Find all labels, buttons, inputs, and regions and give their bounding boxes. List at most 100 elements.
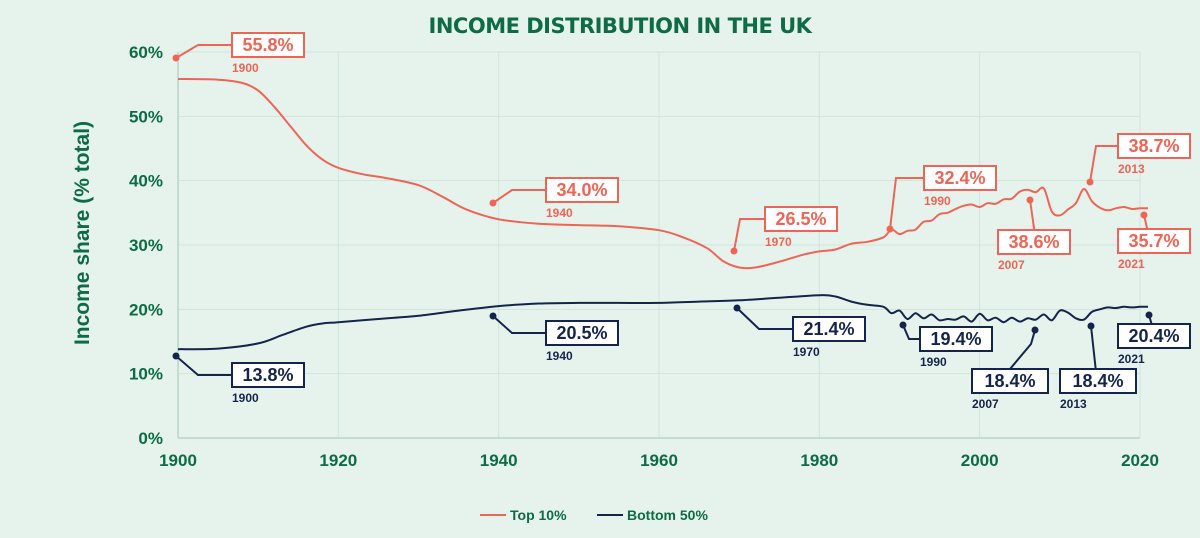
annotation-value: 18.4%	[1072, 371, 1123, 391]
annotation-year: 1970	[793, 345, 820, 359]
y-tick-label: 40%	[129, 172, 163, 191]
grid	[177, 51, 1141, 439]
annotation-dot	[1087, 322, 1095, 330]
annotation-connector	[733, 218, 765, 252]
annotation-box	[792, 316, 866, 342]
annotation-dot	[172, 54, 180, 62]
annotation-year: 1900	[232, 61, 259, 75]
x-tick-label: 1960	[640, 451, 678, 470]
y-tick-label: 0%	[138, 429, 163, 448]
annotation-year: 1940	[546, 206, 573, 220]
annotation-year: 1900	[232, 391, 259, 405]
y-axis-ticks: 0% 10% 20% 30% 40% 50% 60%	[129, 43, 163, 448]
x-tick-label: 1920	[319, 451, 357, 470]
annotation-value: 34.0%	[556, 180, 607, 200]
annotation-connector	[736, 307, 793, 330]
annotation-dot	[489, 199, 497, 207]
x-tick-label: 2020	[1121, 451, 1159, 470]
annotation-box	[231, 32, 305, 58]
annotation-dot	[1031, 326, 1039, 334]
annotation-connector	[175, 355, 232, 376]
annotation-dot	[730, 247, 738, 255]
annotation-box	[919, 326, 993, 352]
annotation-value: 20.4%	[1128, 326, 1179, 346]
annotation-bottom-50-1990: 19.4% 1990	[899, 321, 993, 369]
annotation-connector	[492, 315, 546, 334]
annotation-year: 2013	[1060, 397, 1087, 411]
legend-item-bottom-50: Bottom 50%	[597, 507, 708, 523]
annotation-dot	[886, 225, 894, 233]
annotation-box	[923, 165, 997, 191]
annotation-top-10-1940: 34.0% 1940	[489, 177, 619, 220]
legend: Top 10% Bottom 50%	[480, 507, 708, 523]
annotation-bottom-50-1940: 20.5% 1940	[489, 312, 619, 363]
y-tick-label: 50%	[129, 107, 163, 126]
annotation-dot	[733, 304, 741, 312]
annotation-connector	[1089, 145, 1118, 183]
annotation-value: 55.8%	[242, 35, 293, 55]
x-tick-label: 2000	[961, 451, 999, 470]
annotation-year: 1990	[920, 355, 947, 369]
annotation-year: 2013	[1118, 162, 1145, 176]
x-tick-label: 1940	[480, 451, 518, 470]
annotation-value: 26.5%	[775, 209, 826, 229]
legend-label: Bottom 50%	[627, 507, 708, 523]
annotation-box	[1117, 323, 1191, 349]
annotation-value: 18.4%	[984, 371, 1035, 391]
x-tick-label: 1900	[159, 451, 197, 470]
annotation-value: 20.5%	[556, 323, 607, 343]
annotation-value: 35.7%	[1128, 231, 1179, 251]
annotation-box	[764, 206, 838, 232]
annotation-year: 1940	[546, 349, 573, 363]
annotation-bottom-50-1970: 21.4% 1970	[733, 304, 866, 359]
annotation-box	[545, 177, 619, 203]
annotation-box	[1117, 133, 1191, 159]
annotation-year: 1990	[924, 194, 951, 208]
annotation-value: 19.4%	[930, 329, 981, 349]
y-tick-label: 30%	[129, 236, 163, 255]
annotation-value: 38.6%	[1008, 232, 1059, 252]
legend-item-top-10: Top 10%	[480, 507, 567, 523]
y-axis-label: Income share (% total)	[71, 121, 94, 345]
annotation-dot	[1145, 311, 1153, 319]
series-line-top-10	[177, 78, 1149, 270]
annotation-top-10-2021: 35.7% 2021	[1117, 211, 1191, 271]
annotation-value: 38.7%	[1128, 136, 1179, 156]
legend-label: Top 10%	[510, 507, 567, 523]
annotation-year: 2007	[972, 397, 999, 411]
annotation-top-10-1970: 26.5% 1970	[730, 206, 838, 255]
annotation-box	[231, 362, 305, 388]
y-tick-label: 20%	[129, 300, 163, 319]
annotation-bottom-50-2021: 20.4% 2021	[1117, 311, 1191, 366]
x-axis-ticks: 1900 1920 1940 1960 1980 2000 2020	[159, 451, 1159, 470]
annotations: 55.8% 1900 34.0% 1940 26.5% 1970 32.4% 1990 38.6…	[172, 32, 1191, 411]
x-tick-label: 1980	[800, 451, 838, 470]
annotation-connector	[492, 189, 546, 204]
annotation-box	[545, 320, 619, 346]
annotation-top-10-2007: 38.6% 2007	[997, 196, 1071, 272]
annotation-dot	[1086, 178, 1094, 186]
annotation-dot	[1026, 196, 1034, 204]
annotation-top-10-1900: 55.8% 1900	[172, 32, 305, 75]
annotation-box	[997, 229, 1071, 255]
annotation-year: 2007	[998, 258, 1025, 272]
annotation-top-10-2013: 38.7% 2013	[1086, 133, 1191, 186]
series-line-bottom-50	[177, 294, 1149, 351]
y-tick-label: 10%	[129, 365, 163, 384]
annotation-dot	[1140, 211, 1148, 219]
series-lines	[177, 78, 1149, 351]
annotation-value: 32.4%	[934, 168, 985, 188]
annotation-year: 2021	[1118, 352, 1145, 366]
annotation-bottom-50-1900: 13.8% 1900	[172, 352, 305, 405]
annotation-connector	[889, 177, 924, 230]
annotation-connector	[175, 44, 232, 59]
chart-title: INCOME DISTRIBUTION IN THE UK	[429, 14, 813, 38]
annotation-year: 2021	[1118, 257, 1145, 271]
annotation-dot	[489, 312, 497, 320]
annotation-box	[1059, 368, 1137, 394]
annotation-box	[1117, 228, 1191, 254]
annotation-dot	[172, 352, 180, 360]
annotation-box	[971, 368, 1049, 394]
y-tick-label: 60%	[129, 43, 163, 62]
